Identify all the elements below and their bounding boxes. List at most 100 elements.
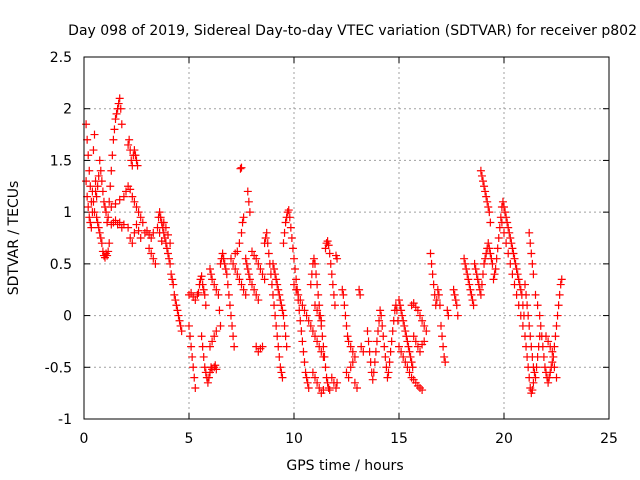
data-point <box>492 254 501 263</box>
data-point <box>273 332 282 341</box>
data-point <box>372 337 381 346</box>
data-point <box>149 254 158 263</box>
data-point <box>276 296 285 305</box>
data-point <box>355 285 364 294</box>
data-point <box>173 306 182 315</box>
data-point <box>405 368 414 377</box>
data-point <box>406 352 415 361</box>
data-point <box>89 146 98 155</box>
data-point <box>369 368 378 377</box>
x-tick-label: 5 <box>185 431 194 447</box>
y-tick-label: 0.5 <box>50 257 72 273</box>
data-point <box>308 368 317 377</box>
data-point <box>156 213 165 222</box>
data-point <box>506 259 515 268</box>
y-tick-label: 2.5 <box>50 50 72 66</box>
data-point <box>300 358 309 367</box>
data-point <box>324 383 333 392</box>
data-point <box>317 347 326 356</box>
data-point <box>380 342 389 351</box>
data-point <box>529 270 538 279</box>
data-point <box>443 306 452 315</box>
data-point <box>383 373 392 382</box>
data-point <box>399 352 408 361</box>
data-point <box>299 347 308 356</box>
data-point <box>440 352 449 361</box>
data-point <box>311 259 319 268</box>
data-point <box>170 290 179 299</box>
data-point <box>85 166 94 175</box>
data-point <box>282 342 291 351</box>
data-point <box>413 306 422 315</box>
data-point <box>140 228 149 237</box>
data-point <box>528 259 537 268</box>
data-point <box>115 195 124 204</box>
data-point <box>382 363 391 372</box>
data-point <box>107 166 116 175</box>
data-point <box>301 368 310 377</box>
data-point <box>344 373 353 382</box>
data-point <box>244 197 253 206</box>
data-point <box>221 265 230 274</box>
data-point <box>296 316 305 325</box>
data-point <box>318 332 327 341</box>
data-point <box>241 290 250 299</box>
data-point <box>134 208 143 217</box>
plot-frame <box>83 56 610 420</box>
data-point <box>102 208 111 217</box>
data-point <box>274 285 283 294</box>
data-point <box>309 254 318 263</box>
data-point <box>319 342 328 351</box>
data-point <box>461 259 470 268</box>
data-point <box>462 265 471 274</box>
data-point <box>500 202 508 211</box>
data-point <box>339 290 348 299</box>
data-point <box>298 337 307 346</box>
data-point <box>466 285 475 294</box>
data-point <box>521 280 529 289</box>
data-point <box>439 342 448 351</box>
data-point <box>306 321 315 330</box>
data-point <box>302 311 311 320</box>
data-point <box>435 301 444 310</box>
data-point <box>502 239 511 248</box>
data-point <box>155 208 164 217</box>
data-point <box>145 244 154 253</box>
data-point <box>402 332 411 341</box>
data-point <box>370 358 379 367</box>
data-point <box>407 301 416 310</box>
data-point <box>489 275 498 284</box>
data-point <box>381 352 390 361</box>
y-tick-label: 2 <box>63 102 72 118</box>
data-point <box>222 270 231 279</box>
data-point <box>285 213 294 222</box>
data-point <box>165 254 174 263</box>
data-point <box>128 239 137 248</box>
data-point <box>514 301 523 310</box>
data-point <box>429 280 438 289</box>
data-point <box>85 213 94 222</box>
data-point <box>117 120 126 129</box>
data-point <box>119 220 128 229</box>
data-point <box>225 301 234 310</box>
data-point <box>220 259 229 268</box>
data-point <box>502 213 511 222</box>
data-point <box>526 239 535 248</box>
data-point <box>159 218 168 227</box>
data-point <box>133 161 142 170</box>
data-point <box>395 296 403 305</box>
data-point <box>151 259 160 268</box>
data-point <box>516 285 525 294</box>
data-point <box>405 347 414 356</box>
data-point <box>92 192 101 201</box>
data-point <box>290 254 298 263</box>
data-point <box>409 299 418 308</box>
data-point <box>311 332 319 341</box>
data-point <box>272 275 281 284</box>
data-point <box>356 290 365 299</box>
data-point <box>147 249 156 258</box>
data-point <box>432 296 441 305</box>
data-point <box>546 368 555 377</box>
data-point <box>506 234 515 242</box>
data-point <box>554 301 563 310</box>
